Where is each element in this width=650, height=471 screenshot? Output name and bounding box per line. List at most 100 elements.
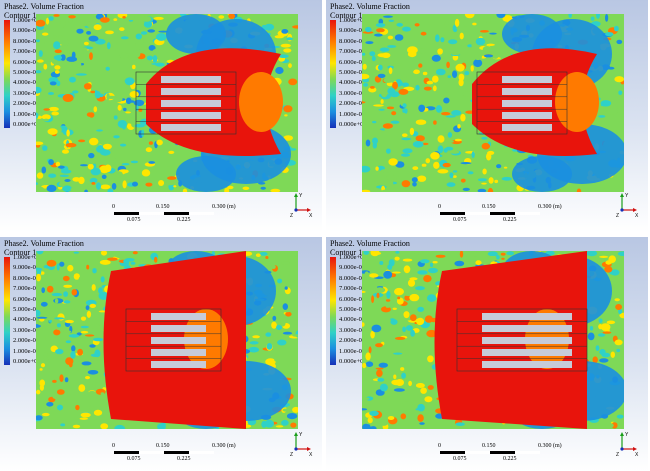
axis-z-label: Z xyxy=(616,452,619,457)
legend-color-bar xyxy=(330,20,336,128)
scale-label-top: 0.150 xyxy=(482,204,496,210)
contour-field xyxy=(362,14,624,192)
scale-label-top: 0 xyxy=(112,443,115,449)
axis-x-label: X xyxy=(309,213,313,218)
title-variable: Phase2. Volume Fraction xyxy=(4,2,84,11)
scale-label-bottom: 0.225 xyxy=(177,456,191,462)
legend-label: 0.000e+00 xyxy=(339,358,367,365)
legend-label: 6.000e-01 xyxy=(13,295,40,303)
legend-label: 1.000e+00 xyxy=(339,254,367,261)
scale-label-bottom: 0.075 xyxy=(127,217,141,223)
legend-label: 3.000e-01 xyxy=(13,89,40,97)
contour-panel-br: Phase2. Volume Fraction Contour 1 1.000e… xyxy=(326,237,648,471)
legend-label: 9.000e-01 xyxy=(339,27,366,35)
axis-y-label: Y xyxy=(625,193,629,199)
legend-label: 6.000e-01 xyxy=(13,58,40,66)
axis-x-label: X xyxy=(309,452,313,457)
contour-panel-tr: Phase2. Volume Fraction Contour 1 1.000e… xyxy=(326,0,648,232)
title-variable: Phase2. Volume Fraction xyxy=(4,239,84,248)
legend-label: 2.000e-01 xyxy=(339,100,366,108)
title-contour: Contour 1 xyxy=(330,11,363,20)
contour-plot[interactable] xyxy=(362,251,624,429)
axis-triad[interactable]: Y X Z xyxy=(290,190,314,219)
panel-title: Phase2. Volume Fraction Contour 1 xyxy=(330,239,410,257)
legend-label: 3.000e-01 xyxy=(13,326,40,334)
scale-label-top: 0 xyxy=(438,443,441,449)
legend-label: 5.000e-01 xyxy=(13,306,40,313)
contour-plot[interactable] xyxy=(36,251,298,429)
scale-bar-ruler xyxy=(440,451,540,454)
legend-label: 8.000e-01 xyxy=(13,37,40,45)
scale-label-top: 0.150 xyxy=(482,443,496,449)
legend-label: 5.000e-01 xyxy=(339,69,366,76)
legend-label: 7.000e-01 xyxy=(13,285,40,293)
legend-label: 1.000e-01 xyxy=(13,347,40,355)
legend-label: 3.000e-01 xyxy=(339,326,366,334)
axis-triad[interactable]: Y X Z xyxy=(290,429,314,458)
contour-field xyxy=(362,251,624,429)
legend-label: 5.000e-01 xyxy=(13,69,40,76)
contour-panel-bl: Phase2. Volume Fraction Contour 1 1.000e… xyxy=(0,237,322,471)
scale-label-bottom: 0.075 xyxy=(453,456,467,462)
scale-label-top: 0.150 xyxy=(156,204,170,210)
axis-z-label: Z xyxy=(290,213,293,218)
legend-label: 1.000e+00 xyxy=(339,17,367,24)
scale-label-bottom: 0.075 xyxy=(127,456,141,462)
scale-bar: 0 0.150 0.300 (m) 0.075 0.225 xyxy=(100,204,236,226)
legend-color-bar xyxy=(4,20,10,128)
legend-label: 1.000e-01 xyxy=(13,110,40,118)
legend-label: 9.000e-01 xyxy=(13,27,40,35)
legend-color-bar xyxy=(4,257,10,365)
scale-bar: 0 0.150 0.300 (m) 0.075 0.225 xyxy=(426,443,562,465)
axis-y-label: Y xyxy=(625,432,629,438)
legend-label: 2.000e-01 xyxy=(13,100,40,108)
scale-label-top: 0.150 xyxy=(156,443,170,449)
legend-label: 0.000e+00 xyxy=(13,358,41,365)
legend-label: 5.000e-01 xyxy=(339,306,366,313)
legend-label: 7.000e-01 xyxy=(339,285,366,293)
title-contour: Contour 1 xyxy=(330,248,363,257)
title-variable: Phase2. Volume Fraction xyxy=(330,2,410,11)
legend-label: 9.000e-01 xyxy=(339,264,366,272)
scale-label-top: 0.300 (m) xyxy=(212,443,236,449)
legend-label: 4.000e-01 xyxy=(13,79,40,87)
legend-label: 7.000e-01 xyxy=(339,48,366,56)
legend-label: 4.000e-01 xyxy=(13,316,40,324)
contour-plot[interactable] xyxy=(362,14,624,192)
legend-label: 1.000e+00 xyxy=(13,254,41,261)
scale-label-top: 0 xyxy=(438,204,441,210)
scale-bar-ruler xyxy=(114,451,214,454)
axis-x-label: X xyxy=(635,213,639,218)
legend-label: 1.000e-01 xyxy=(339,110,366,118)
legend-label: 4.000e-01 xyxy=(339,79,366,87)
legend-label: 8.000e-01 xyxy=(339,37,366,45)
scale-label-top: 0.300 (m) xyxy=(212,204,236,210)
legend-label: 1.000e+00 xyxy=(13,17,41,24)
legend-label: 1.000e-01 xyxy=(339,347,366,355)
legend-label: 6.000e-01 xyxy=(339,58,366,66)
legend-label: 6.000e-01 xyxy=(339,295,366,303)
legend-color-bar xyxy=(330,257,336,365)
axis-triad[interactable]: Y X Z xyxy=(616,429,640,458)
axis-y-label: Y xyxy=(299,432,303,438)
legend-label: 8.000e-01 xyxy=(13,274,40,282)
axis-triad[interactable]: Y X Z xyxy=(616,190,640,219)
title-contour: Contour 1 xyxy=(4,248,37,257)
scale-label-top: 0.300 (m) xyxy=(538,204,562,210)
legend-label: 8.000e-01 xyxy=(339,274,366,282)
axis-z-label: Z xyxy=(290,452,293,457)
axis-x-label: X xyxy=(635,452,639,457)
scale-label-bottom: 0.225 xyxy=(503,456,517,462)
title-variable: Phase2. Volume Fraction xyxy=(330,239,410,248)
axis-y-label: Y xyxy=(299,193,303,199)
scale-label-bottom: 0.225 xyxy=(177,217,191,223)
panel-title: Phase2. Volume Fraction Contour 1 xyxy=(4,2,84,20)
legend-label: 3.000e-01 xyxy=(339,89,366,97)
contour-plot[interactable] xyxy=(36,14,298,192)
contour-field xyxy=(36,14,298,192)
legend-label: 4.000e-01 xyxy=(339,316,366,324)
legend-label: 2.000e-01 xyxy=(13,337,40,345)
scale-label-bottom: 0.075 xyxy=(453,217,467,223)
title-contour: Contour 1 xyxy=(4,11,37,20)
